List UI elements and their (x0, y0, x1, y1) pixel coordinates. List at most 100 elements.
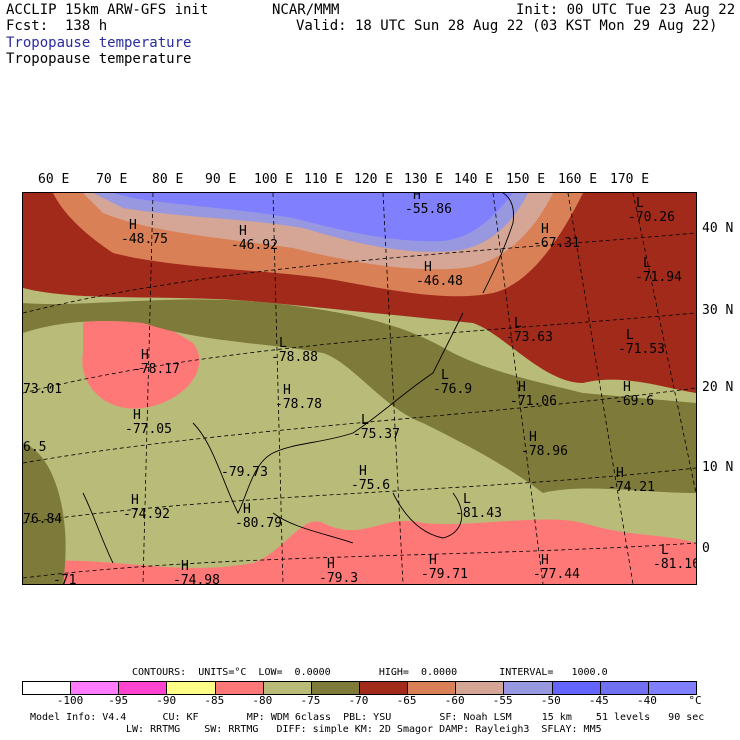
legend-tick-label: -70 (348, 694, 369, 707)
extremum-letter: H (243, 502, 251, 517)
contour-info: CONTOURS: UNITS=°C LOW= 0.0000 HIGH= 0.0… (132, 667, 608, 678)
band-minus75-minus70-west (23, 443, 66, 584)
legend-tick-label: -80 (252, 694, 273, 707)
model-info-line1: Model Info: V4.4 CU: KF MP: WDM 6class P… (30, 712, 705, 723)
legend-swatch (648, 682, 696, 694)
extremum-letter: H (541, 222, 549, 237)
extremum-letter: L (643, 256, 651, 271)
extremum-letter: H (541, 553, 549, 568)
lon-label: 70 E (96, 172, 128, 187)
forecast-hour: Fcst: 138 h (6, 18, 108, 34)
extremum-value: -79.3 (319, 571, 358, 585)
lat-label: 0 (702, 541, 710, 556)
extremum-letter: H (623, 380, 631, 395)
lon-label: 110 E (304, 172, 344, 187)
extremum-value: 73.01 (23, 382, 62, 397)
extremum-letter: H (239, 224, 247, 239)
extremum-letter: H (131, 493, 139, 508)
init-time: Init: 00 UTC Tue 23 Aug 22 (516, 2, 736, 18)
legend-tick-label: -50 (540, 694, 561, 707)
extremum-value: -78.88 (271, 350, 318, 365)
extremum-value: -71.53 (618, 342, 665, 357)
legend-tick-label: °C (688, 694, 702, 707)
graticule (23, 193, 696, 584)
legend-swatch (311, 682, 360, 694)
legend-swatch (119, 682, 168, 694)
extremum-letter: H (283, 383, 291, 398)
lon-label: 130 E (404, 172, 444, 187)
extremum-value: -79.73 (221, 465, 268, 480)
extremum-letter: L (626, 328, 634, 343)
band-minus85-minus80-india (82, 314, 200, 409)
legend-tick-label: -45 (588, 694, 609, 707)
extremum-value: -79.71 (421, 567, 468, 582)
extremum-letter: H (413, 192, 421, 203)
extremum-value: -74.92 (123, 507, 170, 522)
extremum-value: -71.06 (510, 394, 557, 409)
lon-label: 170 E (610, 172, 650, 187)
extremum-letter: L (636, 196, 644, 211)
model-info-line2: LW: RRTMG SW: RRTMG DIFF: simple KM: 2D … (126, 724, 602, 735)
lon-label: 150 E (506, 172, 546, 187)
field-title-contour: Tropopause temperature (6, 51, 192, 67)
run-title: ACCLIP 15km ARW-GFS init (6, 2, 209, 18)
legend-swatch (167, 682, 216, 694)
extremum-value: -78.17 (133, 362, 180, 377)
extremum-value: -67.31 (533, 236, 580, 251)
lat-label: 40 N (702, 221, 734, 236)
legend-tick-label: -90 (156, 694, 177, 707)
extremum-letter: H (133, 408, 141, 423)
legend-tick-label: -100 (56, 694, 84, 707)
lon-label: 100 E (254, 172, 294, 187)
legend-swatch (408, 682, 457, 694)
lon-label: 120 E (354, 172, 394, 187)
extremum-letter: H (616, 466, 624, 481)
legend-tick-label: -75 (300, 694, 321, 707)
extremum-value: -70.26 (628, 210, 675, 225)
extremum-letter: H (129, 218, 137, 233)
extremum-value: -71 (53, 573, 76, 585)
lon-label: 90 E (205, 172, 237, 187)
band-minus75-minus70 (23, 299, 696, 493)
extremum-letter: H (327, 557, 335, 572)
extremum-letter: L (514, 316, 522, 331)
extremum-value: -74.98 (173, 573, 220, 585)
legend-swatch (552, 682, 601, 694)
lon-label: 160 E (558, 172, 598, 187)
tropopause-temperature-map: H-55.86 L-70.26H-48.75H-46.92H-67.31H-46.… (22, 192, 697, 585)
extremum-value: -73.63 (506, 330, 553, 345)
extremum-value: -46.48 (416, 274, 463, 289)
extremum-value: -78.96 (521, 444, 568, 459)
legend-tick-label: -60 (444, 694, 465, 707)
extremum-value: -74.21 (608, 480, 655, 495)
extremum-letter: L (279, 336, 287, 351)
coastlines (82, 193, 514, 564)
legend-swatch (71, 682, 120, 694)
extremum-value: -75.6 (351, 478, 390, 493)
extremum-value: 6.5 (23, 440, 46, 455)
legend-swatch (600, 682, 649, 694)
lat-label: 20 N (702, 380, 734, 395)
legend-tick-label: -95 (108, 694, 129, 707)
legend-swatch (456, 682, 505, 694)
extremum-value: -76.9 (433, 382, 472, 397)
extremum-letter: H (529, 430, 537, 445)
map-extrema-labels: H-55.86 L-70.26H-48.75H-46.92H-67.31H-46.… (23, 192, 696, 585)
extremum-letter: L (361, 413, 369, 428)
legend-swatch (215, 682, 264, 694)
lon-label: 140 E (454, 172, 494, 187)
band-minus50-minus45 (113, 193, 513, 242)
extremum-letter: H (429, 553, 437, 568)
extremum-letter: L (441, 368, 449, 383)
extremum-value: -46.92 (231, 238, 278, 253)
organization-label: NCAR/MMM (272, 2, 340, 18)
lat-label: 10 N (702, 460, 734, 475)
extremum-letter: H (181, 559, 189, 574)
color-legend (22, 681, 697, 695)
extremum-letter: H (424, 260, 432, 275)
extremum-letter: H (359, 464, 367, 479)
extremum-value: 76.84 (23, 512, 62, 527)
extremum-value: -55.86 (405, 202, 452, 217)
legend-swatch (359, 682, 409, 694)
extremum-value: -75.37 (353, 427, 400, 442)
